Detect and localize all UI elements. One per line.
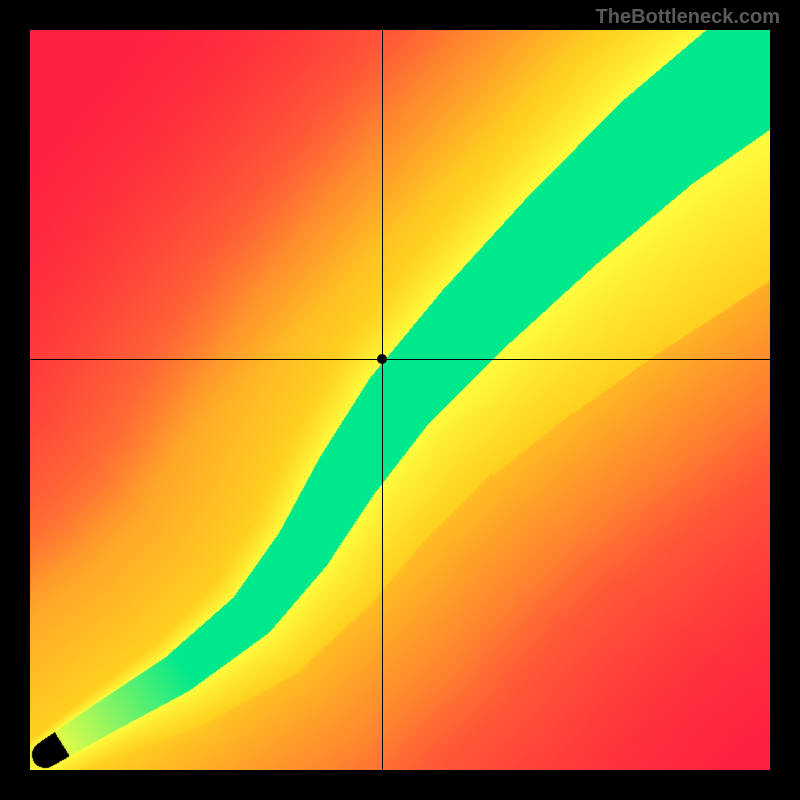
plot-area [30,30,770,770]
heatmap-canvas [30,30,770,770]
watermark-text: TheBottleneck.com [596,6,780,29]
crosshair-horizontal [30,359,770,360]
crosshair-vertical [382,30,383,770]
crosshair-marker [377,354,387,364]
